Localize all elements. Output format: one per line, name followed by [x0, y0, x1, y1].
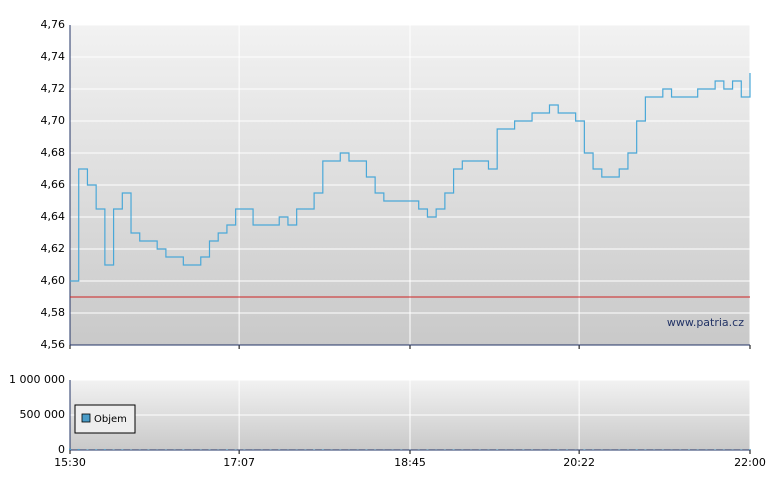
volume-bar	[121, 449, 124, 450]
y-tick-label: 4,60	[41, 274, 66, 287]
volume-bar	[452, 449, 455, 450]
x-tick-label: 18:45	[394, 456, 426, 469]
legend-label: Objem	[94, 414, 127, 425]
x-tick-label: 20:22	[563, 456, 595, 469]
volume-bar	[583, 449, 586, 450]
volume-bar	[69, 448, 71, 450]
y-tick-label: 4,76	[41, 18, 66, 31]
volume-bar	[321, 449, 324, 450]
volume-bar	[86, 449, 89, 450]
y-tick-label: 4,64	[41, 210, 66, 223]
volume-bar	[635, 449, 638, 450]
x-tick-label: 15:30	[54, 456, 86, 469]
y-tick-label: 4,72	[41, 82, 66, 95]
y-tick-label: 4,66	[41, 178, 66, 191]
x-tick-label: 17:07	[223, 456, 255, 469]
volume-bar	[749, 449, 751, 450]
volume-bar	[95, 449, 98, 450]
y-tick-label: 4,68	[41, 146, 66, 159]
y-tick-label: 500 000	[20, 408, 66, 421]
y-tick-label: 4,56	[41, 338, 66, 351]
legend-swatch	[81, 413, 91, 423]
y-tick-label: 0	[58, 443, 65, 456]
volume-bar	[103, 449, 106, 450]
price-line	[70, 73, 751, 282]
y-tick-label: 4,70	[41, 114, 66, 127]
y-tick-label: 4,74	[41, 50, 66, 63]
y-tick-label: 4,62	[41, 242, 66, 255]
volume-bar	[77, 448, 80, 450]
y-tick-label: 4,58	[41, 306, 66, 319]
volume-bar	[225, 449, 228, 450]
watermark: www.patria.cz	[667, 316, 744, 329]
x-tick-label: 22:00	[734, 456, 766, 469]
y-tick-label: 1 000 000	[9, 373, 65, 386]
